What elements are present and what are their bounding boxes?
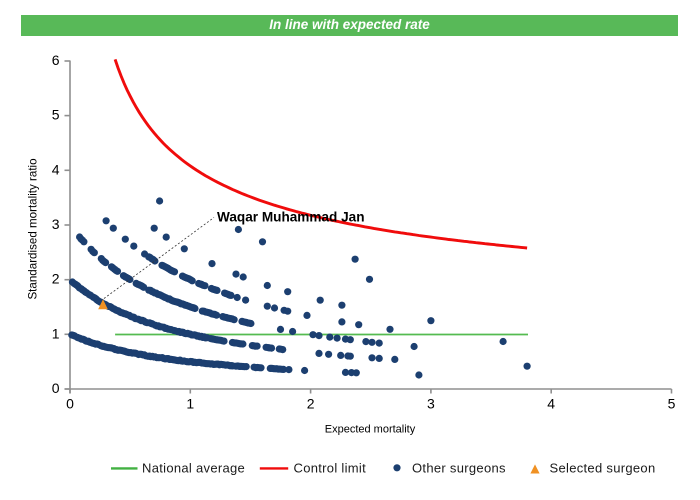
svg-text:2: 2 — [307, 396, 315, 412]
svg-text:National average: National average — [142, 461, 245, 476]
svg-text:Other surgeons: Other surgeons — [412, 461, 506, 476]
svg-text:0: 0 — [66, 396, 74, 412]
svg-text:3: 3 — [52, 216, 60, 232]
svg-text:Selected surgeon: Selected surgeon — [550, 461, 656, 476]
svg-text:Waqar Muhammad Jan: Waqar Muhammad Jan — [217, 209, 365, 224]
svg-text:1: 1 — [52, 325, 60, 341]
svg-text:Expected mortality: Expected mortality — [325, 423, 416, 435]
svg-text:0: 0 — [52, 380, 60, 396]
svg-text:4: 4 — [52, 161, 60, 177]
svg-text:Standardised mortality ratio: Standardised mortality ratio — [26, 158, 39, 299]
svg-text:5: 5 — [52, 107, 60, 123]
svg-text:2: 2 — [52, 271, 60, 287]
svg-text:1: 1 — [186, 396, 194, 412]
svg-text:4: 4 — [547, 396, 555, 412]
svg-text:Control limit: Control limit — [294, 461, 367, 476]
svg-text:6: 6 — [52, 52, 60, 68]
svg-text:5: 5 — [668, 396, 676, 412]
svg-text:3: 3 — [427, 396, 435, 412]
